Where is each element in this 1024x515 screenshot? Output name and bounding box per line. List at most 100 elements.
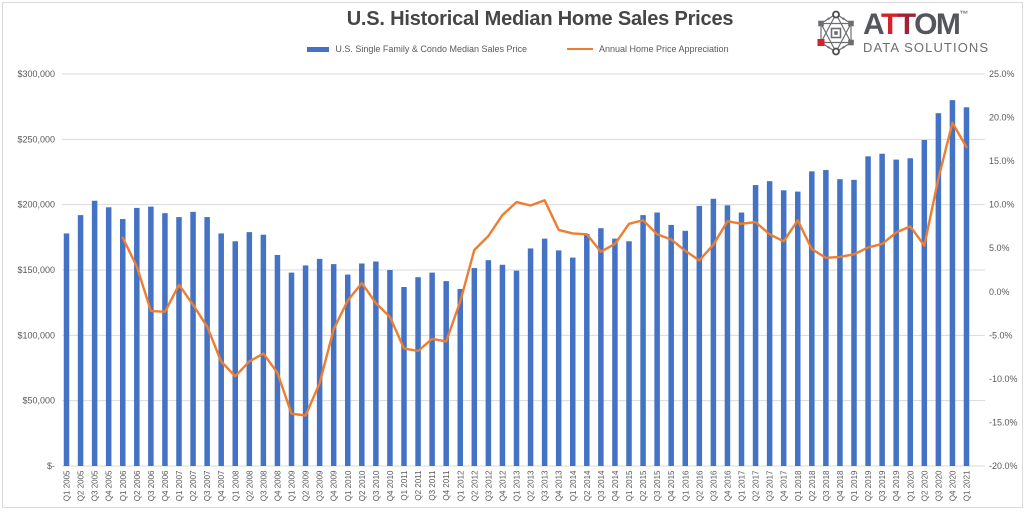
x-axis-label: Q4 2006	[161, 470, 170, 501]
x-axis-label: Q3 2006	[147, 470, 156, 501]
bar-series-swatch-icon	[307, 46, 330, 52]
median-price-bar-Q2-2017	[752, 185, 759, 467]
median-price-bar-Q2-2010	[359, 263, 365, 466]
median-price-bar-Q1-2010	[345, 274, 351, 466]
median-price-bar-Q3-2005	[91, 200, 98, 466]
right-axis-tick: -20.0%	[989, 461, 1018, 471]
legend: U.S. Single Family & Condo Median Sales …	[12, 44, 1024, 54]
x-axis-label: Q4 2015	[667, 470, 676, 501]
x-axis-label: Q1 2012	[456, 470, 465, 501]
atom-icon	[817, 10, 854, 56]
median-price-bar-Q2-2013	[527, 248, 534, 466]
x-axis-label: Q2 2016	[695, 470, 704, 501]
x-axis-label: Q4 2017	[780, 470, 789, 501]
x-axis-label: Q1 2021	[963, 470, 972, 501]
x-axis-label: Q1 2014	[569, 470, 578, 501]
x-axis-label: Q4 2008	[273, 470, 282, 501]
x-axis-label: Q4 2013	[555, 470, 564, 501]
median-price-bar-Q4-2013	[555, 250, 562, 466]
x-axis-label: Q4 2009	[330, 470, 339, 501]
brand-text: ATTOM™ DATA SOLUTIONS	[863, 8, 990, 55]
x-axis-label: Q4 2019	[892, 470, 901, 501]
legend-item-median-price: U.S. Single Family & Condo Median Sales …	[307, 44, 527, 54]
median-price-bar-Q4-2016	[724, 205, 731, 466]
right-axis-tick: -15.0%	[989, 417, 1018, 427]
x-axis-label: Q4 2020	[948, 470, 957, 501]
x-axis-label: Q2 2014	[583, 470, 592, 501]
left-axis-tick: $50,000	[22, 396, 55, 406]
median-price-bar-Q4-2005	[105, 207, 112, 466]
x-axis-label: Q4 2007	[217, 470, 226, 501]
right-axis-tick: 0.0%	[989, 287, 1010, 297]
x-axis-label: Q1 2019	[850, 470, 859, 501]
x-axis-label: Q4 2016	[723, 470, 732, 501]
median-price-bar-Q1-2013	[513, 270, 520, 466]
median-price-bar-Q4-2014	[612, 238, 618, 466]
median-price-bar-Q2-2020	[921, 139, 928, 466]
x-axis-label: Q1 2013	[513, 470, 522, 501]
median-price-bar-Q2-2008	[246, 232, 253, 466]
legend-label-median-price: U.S. Single Family & Condo Median Sales …	[335, 44, 527, 54]
x-axis-label: Q1 2006	[119, 470, 128, 501]
x-axis-label: Q1 2017	[738, 470, 747, 501]
brand-subtitle: DATA SOLUTIONS	[863, 40, 990, 55]
median-price-bar-Q1-2012	[457, 288, 463, 466]
median-price-bar-Q1-2011	[401, 286, 407, 466]
x-axis-label: Q1 2010	[344, 470, 353, 501]
median-price-bar-Q4-2008	[274, 254, 281, 466]
x-axis-label: Q2 2013	[527, 470, 536, 501]
x-axis-label: Q4 2005	[105, 470, 114, 501]
legend-item-appreciation: Annual Home Price Appreciation	[567, 44, 729, 54]
x-axis-label: Q2 2012	[470, 470, 479, 501]
median-price-bar-Q2-2019	[865, 156, 871, 466]
median-price-bar-Q3-2007	[204, 217, 210, 466]
median-price-bar-Q3-2015	[654, 212, 660, 466]
x-axis-label: Q1 2008	[231, 470, 240, 501]
median-price-bar-Q2-2012	[471, 268, 478, 466]
median-price-bar-Q3-2020	[935, 113, 942, 466]
median-price-bar-Q2-2016	[696, 205, 703, 466]
left-axis-tick: $200,000	[17, 200, 55, 210]
median-price-bar-Q4-2009	[330, 264, 337, 466]
x-axis-label: Q4 2010	[386, 470, 395, 501]
median-price-bar-Q4-2011	[443, 281, 449, 466]
median-price-bar-Q1-2006	[120, 219, 126, 466]
median-price-bar-Q1-2020	[907, 158, 913, 466]
median-price-bar-Q1-2007	[176, 217, 182, 466]
x-axis-label: Q2 2006	[133, 470, 142, 501]
median-price-bar-Q2-2009	[302, 265, 309, 466]
right-axis-tick: -10.0%	[989, 374, 1018, 384]
median-price-bar-Q1-2018	[795, 191, 801, 466]
right-axis-tick: 25.0%	[989, 69, 1015, 79]
x-axis-label: Q3 2008	[259, 470, 268, 501]
x-axis-label: Q3 2009	[316, 470, 325, 501]
x-axis-label: Q3 2010	[372, 470, 381, 501]
x-axis-label: Q3 2016	[709, 470, 718, 501]
median-price-bar-Q3-2006	[148, 206, 154, 467]
median-price-bar-Q1-2019	[851, 179, 857, 466]
median-price-bar-Q4-2017	[780, 190, 787, 466]
x-axis-label: Q3 2013	[541, 470, 550, 501]
median-price-bar-Q4-2020	[949, 100, 956, 466]
median-price-bar-Q2-2014	[584, 234, 590, 466]
median-price-bar-Q2-2007	[190, 211, 196, 466]
brand-name: ATTOM™	[863, 8, 969, 41]
x-axis-label: Q2 2015	[639, 470, 648, 501]
median-price-bar-Q1-2021	[963, 107, 970, 466]
median-price-bar-Q4-2010	[387, 270, 393, 466]
x-axis-label: Q1 2018	[794, 470, 803, 501]
x-axis-label: Q1 2007	[175, 470, 184, 501]
median-price-bar-Q1-2005	[63, 233, 70, 466]
x-axis-label: Q3 2020	[934, 470, 943, 501]
left-axis-tick: $150,000	[17, 265, 55, 275]
median-price-bar-Q3-2011	[429, 272, 435, 466]
x-axis-label: Q3 2014	[597, 470, 606, 501]
x-axis-label: Q3 2011	[428, 470, 437, 501]
left-axis-tick: $250,000	[17, 134, 55, 144]
x-axis-label: Q2 2008	[245, 470, 254, 501]
median-price-bar-Q2-2018	[809, 171, 815, 466]
x-axis-label: Q1 2016	[681, 470, 690, 501]
median-price-bar-Q4-2006	[162, 213, 168, 466]
